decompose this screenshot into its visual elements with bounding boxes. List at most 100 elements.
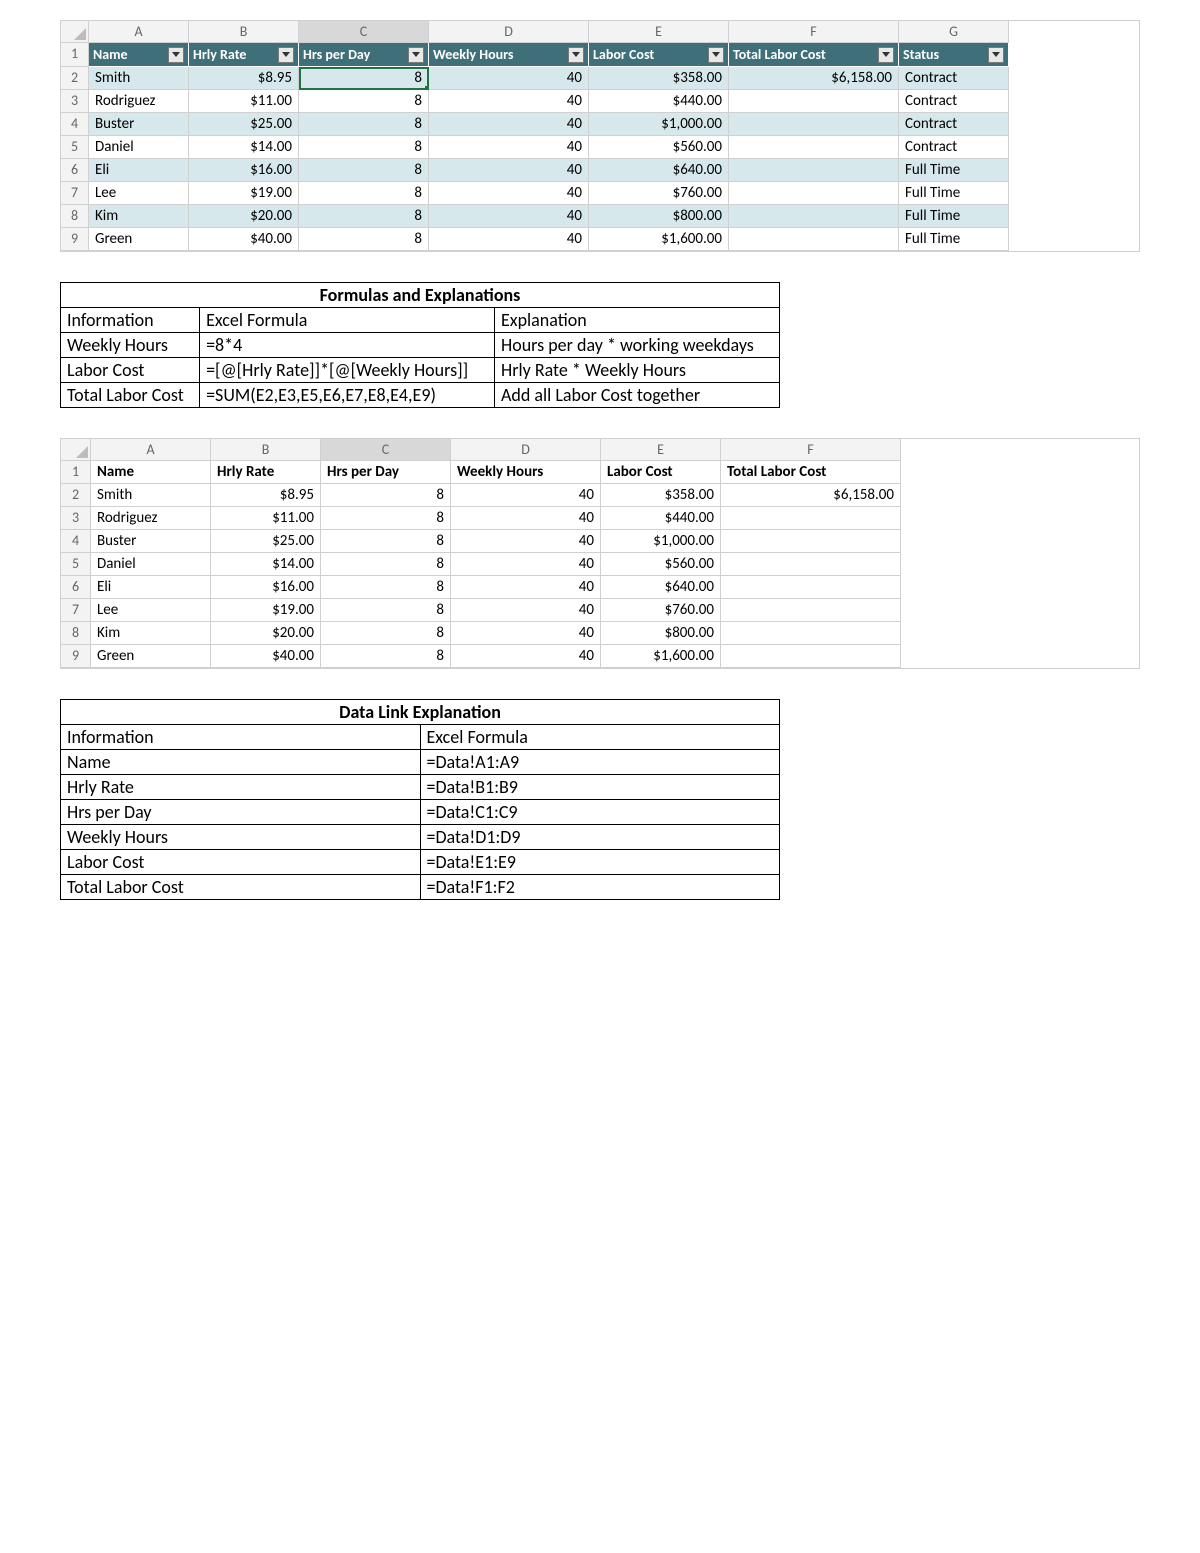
cell-A8[interactable]: Kim [91,622,211,645]
cell-F6[interactable] [729,159,899,182]
cell-E6[interactable]: $640.00 [589,159,729,182]
plain-header-weekly-hours[interactable]: Weekly Hours [451,461,601,484]
cell-B8[interactable]: $20.00 [189,205,299,228]
column-header-F[interactable]: F [721,439,901,461]
filter-dropdown-icon[interactable] [708,47,724,63]
column-header-A[interactable]: A [91,439,211,461]
cell-B3[interactable]: $11.00 [211,507,321,530]
table-header-total-labor-cost[interactable]: Total Labor Cost [729,43,899,67]
table-header-weekly-hours[interactable]: Weekly Hours [429,43,589,67]
cell-E4[interactable]: $1,000.00 [601,530,721,553]
filter-dropdown-icon[interactable] [568,47,584,63]
cell-G8[interactable]: Full Time [899,205,1009,228]
cell-G5[interactable]: Contract [899,136,1009,159]
cell-C5[interactable]: 8 [321,553,451,576]
cell-D7[interactable]: 40 [451,599,601,622]
row-header-1[interactable]: 1 [61,43,89,67]
table-header-hrs-per-day[interactable]: Hrs per Day [299,43,429,67]
cell-E3[interactable]: $440.00 [589,90,729,113]
cell-D3[interactable]: 40 [429,90,589,113]
cell-C4[interactable]: 8 [299,113,429,136]
filter-dropdown-icon[interactable] [168,47,184,63]
cell-C3[interactable]: 8 [299,90,429,113]
cell-A2[interactable]: Smith [89,67,189,90]
cell-F9[interactable] [729,228,899,251]
cell-C4[interactable]: 8 [321,530,451,553]
cell-D2[interactable]: 40 [451,484,601,507]
cell-D2[interactable]: 40 [429,67,589,90]
cell-B8[interactable]: $20.00 [211,622,321,645]
cell-C3[interactable]: 8 [321,507,451,530]
cell-F9[interactable] [721,645,901,668]
cell-D4[interactable]: 40 [451,530,601,553]
cell-C7[interactable]: 8 [299,182,429,205]
row-header-7[interactable]: 7 [61,182,89,205]
cell-D8[interactable]: 40 [451,622,601,645]
row-header-8[interactable]: 8 [61,622,91,645]
cell-D9[interactable]: 40 [451,645,601,668]
cell-F3[interactable] [721,507,901,530]
cell-F4[interactable] [729,113,899,136]
cell-F2[interactable]: $6,158.00 [721,484,901,507]
plain-header-hrly-rate[interactable]: Hrly Rate [211,461,321,484]
cell-E4[interactable]: $1,000.00 [589,113,729,136]
cell-B4[interactable]: $25.00 [189,113,299,136]
cell-A5[interactable]: Daniel [91,553,211,576]
select-all-corner[interactable] [61,439,91,461]
cell-G3[interactable]: Contract [899,90,1009,113]
cell-B2[interactable]: $8.95 [211,484,321,507]
table-header-hrly-rate[interactable]: Hrly Rate [189,43,299,67]
cell-F7[interactable] [721,599,901,622]
plain-header-name[interactable]: Name [91,461,211,484]
cell-F8[interactable] [721,622,901,645]
cell-C6[interactable]: 8 [321,576,451,599]
cell-B3[interactable]: $11.00 [189,90,299,113]
row-header-6[interactable]: 6 [61,159,89,182]
column-header-C[interactable]: C [321,439,451,461]
row-header-4[interactable]: 4 [61,113,89,136]
column-header-A[interactable]: A [89,21,189,43]
cell-G9[interactable]: Full Time [899,228,1009,251]
cell-C2[interactable]: 8 [321,484,451,507]
cell-E5[interactable]: $560.00 [589,136,729,159]
cell-A6[interactable]: Eli [89,159,189,182]
cell-E5[interactable]: $560.00 [601,553,721,576]
cell-B5[interactable]: $14.00 [189,136,299,159]
cell-E7[interactable]: $760.00 [601,599,721,622]
cell-E8[interactable]: $800.00 [589,205,729,228]
cell-B9[interactable]: $40.00 [189,228,299,251]
table-header-name[interactable]: Name [89,43,189,67]
cell-C6[interactable]: 8 [299,159,429,182]
cell-C8[interactable]: 8 [299,205,429,228]
row-header-4[interactable]: 4 [61,530,91,553]
column-header-F[interactable]: F [729,21,899,43]
cell-E6[interactable]: $640.00 [601,576,721,599]
cell-A5[interactable]: Daniel [89,136,189,159]
cell-E9[interactable]: $1,600.00 [589,228,729,251]
cell-D5[interactable]: 40 [429,136,589,159]
column-header-B[interactable]: B [211,439,321,461]
row-header-3[interactable]: 3 [61,90,89,113]
cell-F8[interactable] [729,205,899,228]
cell-C5[interactable]: 8 [299,136,429,159]
cell-A2[interactable]: Smith [91,484,211,507]
select-all-corner[interactable] [61,21,89,43]
column-header-E[interactable]: E [589,21,729,43]
cell-D7[interactable]: 40 [429,182,589,205]
cell-F5[interactable] [721,553,901,576]
cell-A7[interactable]: Lee [91,599,211,622]
cell-A9[interactable]: Green [91,645,211,668]
cell-C9[interactable]: 8 [321,645,451,668]
cell-E8[interactable]: $800.00 [601,622,721,645]
row-header-2[interactable]: 2 [61,67,89,90]
cell-F2[interactable]: $6,158.00 [729,67,899,90]
table-header-status[interactable]: Status [899,43,1009,67]
column-header-B[interactable]: B [189,21,299,43]
row-header-5[interactable]: 5 [61,136,89,159]
cell-A4[interactable]: Buster [89,113,189,136]
cell-C8[interactable]: 8 [321,622,451,645]
cell-D9[interactable]: 40 [429,228,589,251]
cell-A7[interactable]: Lee [89,182,189,205]
table-header-labor-cost[interactable]: Labor Cost [589,43,729,67]
row-header-6[interactable]: 6 [61,576,91,599]
